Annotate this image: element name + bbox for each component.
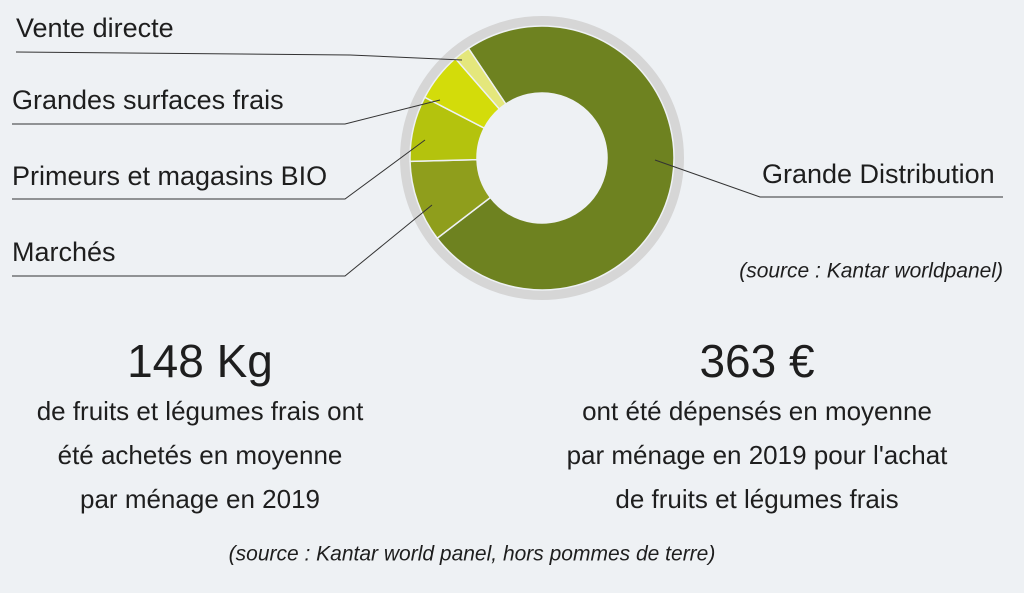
- leader-line: [654, 159, 1003, 198]
- leader-line: [12, 139, 426, 200]
- segment-label: Vente directe: [16, 13, 174, 43]
- segment-label: Marchés: [12, 237, 116, 267]
- segment-label: Grande Distribution: [762, 159, 995, 189]
- leader-line: [12, 99, 441, 125]
- stat-text: de fruits et légumes frais: [615, 484, 898, 514]
- segment-label: Grandes surfaces frais: [12, 85, 284, 115]
- leader-line: [15, 51, 463, 61]
- chart-source: (source : Kantar worldpanel): [739, 260, 1003, 283]
- donut-ring: [400, 16, 684, 300]
- stat-text: de fruits et légumes frais ont: [37, 396, 364, 426]
- stat-text: par ménage en 2019 pour l'achat: [567, 440, 949, 470]
- stat-text: ont été dépensés en moyenne: [582, 396, 932, 426]
- stat-value: 148 Kg: [127, 335, 273, 387]
- stat-text: par ménage en 2019: [80, 484, 320, 514]
- donut-segment: [436, 25, 675, 291]
- segment-label: Primeurs et magasins BIO: [12, 161, 327, 191]
- donut-segment: [454, 47, 507, 111]
- stat-value: 363 €: [699, 335, 814, 387]
- stat-text: été achetés en moyenne: [58, 440, 343, 470]
- footer-source: (source : Kantar world panel, hors pomme…: [229, 543, 716, 566]
- leader-line: [12, 204, 433, 277]
